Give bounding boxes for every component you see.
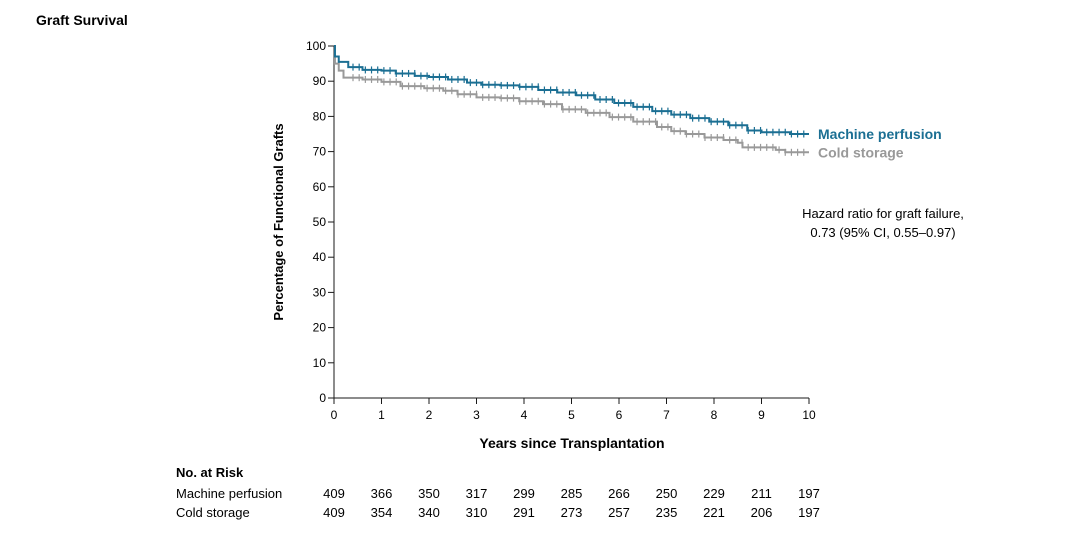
risk-value: 221 bbox=[703, 505, 725, 520]
y-tick-label: 50 bbox=[313, 215, 327, 229]
y-tick-label: 70 bbox=[313, 145, 327, 159]
risk-value: 235 bbox=[656, 505, 678, 520]
risk-value: 340 bbox=[418, 505, 440, 520]
risk-value: 229 bbox=[703, 486, 725, 501]
x-tick-label: 10 bbox=[802, 408, 816, 422]
risk-value: 366 bbox=[371, 486, 393, 501]
y-tick-label: 30 bbox=[313, 285, 327, 299]
y-tick-label: 10 bbox=[313, 356, 327, 370]
axes: 0 10 20 30 40 50 60 70 80 90 100 0 1 2 3 4 5 6 7 8 9 10 bbox=[306, 39, 816, 422]
risk-value: 354 bbox=[371, 505, 393, 520]
risk-value: 197 bbox=[798, 486, 820, 501]
y-tick-label: 80 bbox=[313, 109, 327, 123]
risk-value: 197 bbox=[798, 505, 820, 520]
x-axis-label: Years since Transplantation bbox=[479, 435, 664, 451]
risk-value: 409 bbox=[323, 505, 345, 520]
cold-storage-label: Cold storage bbox=[818, 144, 904, 160]
risk-row-label-cold: Cold storage bbox=[176, 505, 250, 520]
risk-value: 266 bbox=[608, 486, 630, 501]
x-tick-label: 7 bbox=[663, 408, 670, 422]
risk-value: 273 bbox=[561, 505, 583, 520]
risk-value: 206 bbox=[751, 505, 773, 520]
risk-value: 317 bbox=[466, 486, 488, 501]
risk-value: 211 bbox=[751, 486, 772, 501]
risk-row-label-machine: Machine perfusion bbox=[176, 486, 282, 501]
risk-value: 310 bbox=[466, 505, 488, 520]
y-tick-label: 100 bbox=[306, 39, 326, 53]
risk-value: 257 bbox=[608, 505, 630, 520]
x-tick-label: 4 bbox=[521, 408, 528, 422]
x-tick-label: 8 bbox=[711, 408, 718, 422]
x-tick-label: 6 bbox=[616, 408, 623, 422]
risk-table-title: No. at Risk bbox=[176, 465, 244, 480]
x-tick-label: 9 bbox=[758, 408, 765, 422]
cold-storage-line bbox=[333, 45, 809, 154]
hazard-ratio-line-2: 0.73 (95% CI, 0.55–0.97) bbox=[810, 225, 955, 240]
series-layer: Cold storage Machine perfusion bbox=[333, 45, 942, 160]
y-tick-label: 40 bbox=[313, 250, 327, 264]
x-tick-label: 0 bbox=[331, 408, 338, 422]
y-tick-label: 90 bbox=[313, 74, 327, 88]
y-tick-label: 60 bbox=[313, 180, 327, 194]
x-tick-label: 3 bbox=[473, 408, 480, 422]
machine-perfusion-label: Machine perfusion bbox=[818, 126, 942, 142]
chart-title: Graft Survival bbox=[36, 12, 128, 28]
risk-value: 250 bbox=[656, 486, 678, 501]
risk-table: No. at Risk Machine perfusion Cold stora… bbox=[176, 465, 820, 520]
y-tick-label: 20 bbox=[313, 321, 327, 335]
x-tick-label: 5 bbox=[568, 408, 575, 422]
risk-value: 291 bbox=[513, 505, 535, 520]
risk-value: 350 bbox=[418, 486, 440, 501]
y-tick-label: 0 bbox=[319, 391, 326, 405]
y-axis-label: Percentage of Functional Grafts bbox=[271, 123, 286, 320]
machine-perfusion-line bbox=[333, 45, 809, 135]
x-tick-label: 2 bbox=[426, 408, 433, 422]
risk-value: 299 bbox=[513, 486, 535, 501]
risk-value: 409 bbox=[323, 486, 345, 501]
risk-value: 285 bbox=[561, 486, 583, 501]
hazard-ratio-line-1: Hazard ratio for graft failure, bbox=[802, 206, 964, 221]
x-tick-label: 1 bbox=[378, 408, 385, 422]
